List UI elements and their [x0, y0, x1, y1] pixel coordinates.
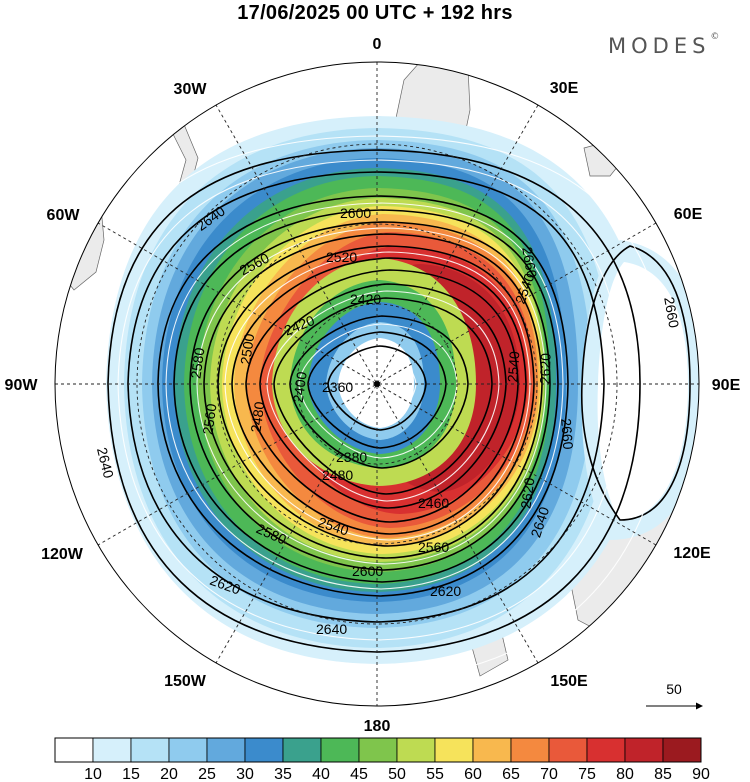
contour-label: 2480 — [322, 467, 353, 483]
colorbar-label: 55 — [426, 766, 444, 782]
contour-label: 2620 — [430, 583, 461, 599]
colorbar-swatch — [206, 737, 246, 763]
colorbar-label: 90 — [692, 766, 710, 782]
contour-label: 2500 — [237, 332, 257, 365]
colorbar-label: 80 — [616, 766, 634, 782]
colorbar-label: 70 — [540, 766, 558, 782]
colorbar-label: 20 — [160, 766, 178, 782]
brand-mark: © — [710, 32, 720, 42]
contour-label: 2640 — [316, 621, 347, 637]
colorbar-label: 75 — [578, 766, 596, 782]
contour-label: 2560 — [199, 402, 219, 435]
contour-label: 2380 — [336, 449, 367, 465]
contour-label: 2540 — [504, 350, 522, 382]
colorbar-frame — [54, 737, 702, 763]
contour-label: 2660 — [661, 296, 682, 330]
meridian-labels: 0 30E 60E 90E 120E 150E 180 150W 120W 90… — [5, 36, 741, 735]
land-madagascar — [583, 141, 627, 177]
colorbar-label: 15 — [122, 766, 140, 782]
graticule — [55, 62, 699, 706]
meridian-label-90w: 90W — [5, 377, 39, 394]
colorbar-label: 35 — [274, 766, 292, 782]
contour-label: 2420 — [350, 291, 381, 307]
colorbar-swatch — [472, 737, 512, 763]
contour-label: 2620 — [517, 476, 537, 509]
contour-label: 2660 — [519, 246, 540, 280]
colorbar-swatch — [282, 737, 322, 763]
meridian-label-60e: 60E — [674, 206, 703, 223]
colorbar-swatch — [548, 737, 588, 763]
pole-marker — [374, 381, 380, 387]
colorbar-swatch — [586, 737, 626, 763]
meridian-label-150e: 150E — [550, 673, 588, 690]
meridian-label-150w: 150W — [164, 673, 207, 690]
contour-label: 2400 — [290, 370, 310, 403]
map-boundary — [54, 61, 700, 707]
colorbar-label: 60 — [464, 766, 482, 782]
colorbar-swatch — [396, 737, 436, 763]
colorbar-label: 85 — [654, 766, 672, 782]
colorbar-swatch — [130, 737, 170, 763]
colorbar-label: 40 — [312, 766, 330, 782]
colorbar-swatch — [434, 737, 474, 763]
brand-name: MODES — [608, 34, 711, 58]
colorbar-swatch — [662, 737, 702, 763]
meridian-label-180: 180 — [364, 718, 391, 735]
colorbar-swatch — [54, 737, 94, 763]
colorbar-swatch — [624, 737, 664, 763]
colorbar-swatch — [92, 737, 132, 763]
contour-label: 2660 — [558, 418, 576, 450]
colorbar — [54, 737, 702, 763]
colorbar-label: 25 — [198, 766, 216, 782]
colorbar-swatch — [320, 737, 360, 763]
contour-label: 2480 — [247, 400, 267, 433]
contour-label: 2640 — [94, 446, 117, 480]
colorbar-label: 65 — [502, 766, 520, 782]
contour-label: 2600 — [340, 205, 371, 221]
colorbar-swatch — [358, 737, 398, 763]
contour-label: 2520 — [326, 249, 357, 265]
meridian-label-30w: 30W — [174, 81, 208, 98]
meridian-label-30e: 30E — [550, 80, 579, 97]
contour-label: 2560 — [418, 539, 449, 555]
map-title: 17/06/2025 00 UTC + 192 hrs — [237, 2, 513, 24]
colorbar-swatch — [168, 737, 208, 763]
colorbar-swatch — [244, 737, 284, 763]
contour-label: 2580 — [187, 346, 207, 379]
brand-logo: MODES© — [608, 32, 720, 58]
meridian-label-60w: 60W — [47, 207, 81, 224]
colorbar-label: 45 — [350, 766, 368, 782]
colorbar-label: 30 — [236, 766, 254, 782]
colorbar-label: 50 — [388, 766, 406, 782]
contour-label: 2460 — [418, 495, 449, 511]
vector-reference-label: 50 — [666, 681, 682, 697]
colorbar-label: 10 — [84, 766, 102, 782]
colorbar-labels: 10 15 20 25 30 35 40 45 50 55 60 65 70 75 80 85 90 — [84, 766, 710, 782]
meridian-label-90e: 90E — [712, 377, 741, 394]
meridian-label-0: 0 — [373, 36, 382, 53]
contour-label: 2360 — [322, 379, 353, 395]
meridian-label-120w: 120W — [41, 546, 84, 563]
contour-label: 2620 — [537, 353, 554, 385]
colorbar-swatch — [510, 737, 550, 763]
contour-label: 2600 — [352, 563, 383, 579]
meridian-label-120e: 120E — [673, 545, 711, 562]
